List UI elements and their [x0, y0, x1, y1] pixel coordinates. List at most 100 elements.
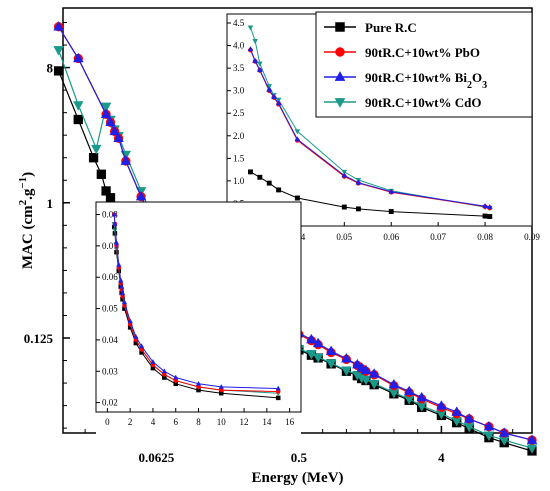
inset-bottom-left-point-bi2o3 — [111, 211, 117, 217]
inset-top-right-y-tick-label: 1.5 — [233, 153, 245, 163]
inset-top-right-x-tick-label: 0.05 — [336, 232, 352, 242]
inset-top-right-point-pure — [276, 187, 282, 193]
inset-bottom-left-point-pure — [275, 395, 281, 401]
inset-bottom-left-point-bi2o3 — [113, 239, 120, 245]
main-point-bi2o3 — [109, 125, 120, 136]
main-point-bi2o3 — [100, 108, 112, 119]
inset-top-right-series-pure — [248, 169, 493, 219]
inset-top-right-y-tick-label: 1.0 — [233, 176, 245, 186]
inset-bottom-left-point-bi2o3 — [138, 343, 145, 349]
legend-label-pbo: 90tR.C+10wt% PbO — [365, 45, 480, 60]
y-tick-label: 8 — [47, 61, 54, 76]
inset-top-right-y-tick-label: 2.0 — [233, 131, 245, 141]
main-point-cdo — [368, 379, 380, 390]
main-point-bi2o3 — [451, 406, 462, 416]
inset-top-right-x-tick-label: 0.06 — [383, 232, 399, 242]
inset-bottom-left-point-bi2o3 — [116, 261, 122, 267]
inset-bottom-left-x-tick-label: 6 — [173, 417, 178, 427]
inset-bottom-left-y-tick-label: 0.03 — [102, 366, 118, 376]
inset-bottom-left-x-tick-label: 8 — [196, 417, 201, 427]
main-point-bi2o3 — [436, 400, 447, 410]
main-point-bi2o3 — [135, 190, 147, 201]
legend-marker-cdo — [334, 98, 346, 108]
legend: Pure R.C 90tR.C+10wt% PbO 90tR.C+10wt% Bi2… — [315, 11, 533, 118]
inset-top-right-point-cdo — [294, 129, 301, 135]
legend-label-cdo: 90tR.C+10wt% CdO — [365, 95, 481, 110]
main-point-bi2o3 — [312, 337, 324, 348]
inset-bottom-left-series-bi2o3 — [111, 211, 281, 391]
inset-top-right-point-cdo — [247, 25, 254, 31]
inset-top-right-line-cdo — [250, 27, 490, 209]
inset-bottom-left-point-bi2o3 — [119, 289, 126, 295]
main-point-bi2o3 — [498, 427, 510, 437]
inset-top-right-point-cdo — [257, 61, 263, 67]
inset-top-right-point-bi2o3 — [271, 93, 277, 100]
x-tick-label: 0.5 — [291, 450, 308, 465]
inset-top-right-point-pure — [487, 214, 493, 219]
main-point-cdo — [312, 353, 324, 364]
inset-top-right-point-bi2o3 — [275, 100, 282, 106]
main-point-bi2o3 — [105, 116, 116, 127]
main-point-cdo — [341, 366, 352, 377]
legend-box — [315, 11, 533, 118]
inset-bottom-left-y-tick-label: 0.06 — [102, 272, 118, 282]
inset-top-right-x-tick-label: 0.09 — [524, 232, 540, 242]
inset-top-right-point-pure — [248, 169, 253, 175]
main-point-cdo — [360, 375, 372, 386]
main-point-pure — [105, 193, 116, 203]
inset-top-right-line-pure — [250, 171, 490, 217]
inset-bottom-left-point-bi2o3 — [173, 374, 179, 380]
main-point-bi2o3 — [325, 345, 337, 355]
inset-top-right-point-pure — [355, 206, 361, 212]
inset-bottom-left-y-tick-label: 0.08 — [102, 210, 118, 220]
main-point-pure — [53, 66, 64, 76]
inset-top-right-y-tick-label: 2.5 — [233, 108, 245, 118]
y-tick-label: 1 — [47, 196, 54, 211]
y-axis-title: MAC (cm2.g−1) — [17, 172, 36, 269]
legend-label-pure: Pure R.C — [365, 20, 417, 35]
inset-bottom-left-point-bi2o3 — [195, 380, 202, 386]
inset-top-right-y-tick-label: 4.0 — [233, 41, 245, 51]
y-tick-label: 0.125 — [24, 331, 54, 346]
inset-bottom-left-x-tick-label: 10 — [217, 417, 227, 427]
main-point-pure — [88, 153, 99, 163]
inset-bottom-left-x-tick-label: 0 — [105, 417, 110, 427]
legend-item-pbo: 90tR.C+10wt% PbO — [324, 45, 480, 60]
x-tick-label: 0.0625 — [139, 450, 175, 465]
inset-top-right-point-pure — [341, 204, 347, 210]
inset-top-right-x-tick-label: 0.08 — [477, 232, 493, 242]
main-point-cdo — [73, 101, 84, 111]
inset-top-right-point-pure — [388, 209, 394, 215]
inset-bottom-left-point-bi2o3 — [127, 318, 133, 323]
inset-bottom-left-point-bi2o3 — [119, 283, 125, 289]
inset-top-right-point-cdo — [341, 169, 348, 176]
inset-bottom-left-x-tick-label: 16 — [285, 417, 295, 427]
inset-top-right-y-tick-label: 3.0 — [233, 86, 245, 96]
inset-bottom-left-point-bi2o3 — [150, 358, 156, 364]
main-point-bi2o3 — [341, 352, 352, 363]
inset-top-right-point-cdo — [252, 39, 258, 45]
main-point-cdo — [100, 102, 112, 113]
inset-top-right-point-bi2o3 — [482, 202, 488, 209]
main-point-bi2o3 — [416, 391, 427, 402]
inset-bottom-left-y-tick-label: 0.02 — [102, 398, 118, 408]
inset-top-right-point-bi2o3 — [247, 46, 254, 52]
main-point-bi2o3 — [403, 385, 415, 396]
inset-top-right-point-pure — [257, 174, 263, 180]
inset-bottom-left-point-bi2o3 — [118, 277, 124, 283]
x-axis-title: Energy (MeV) — [251, 470, 343, 486]
inset-top-right-y-tick-label: 4.5 — [233, 18, 245, 28]
main-point-bi2o3 — [368, 368, 380, 378]
legend-item-pure: Pure R.C — [324, 20, 417, 35]
main-point-cdo — [53, 46, 64, 56]
inset-bottom-left-point-bi2o3 — [121, 299, 128, 305]
inset-top-right-point-pure — [266, 180, 272, 186]
legend-marker-pure — [335, 22, 345, 32]
main-point-pure — [96, 169, 107, 179]
inset-top-right-y-tick-label: 3.5 — [233, 63, 245, 73]
main-point-bi2o3 — [360, 364, 372, 375]
inset-top-right-point-bi2o3 — [294, 136, 301, 142]
inset-top-right-point-bi2o3 — [486, 203, 493, 210]
inset-top-right-x-tick-label: 0.07 — [430, 232, 446, 242]
